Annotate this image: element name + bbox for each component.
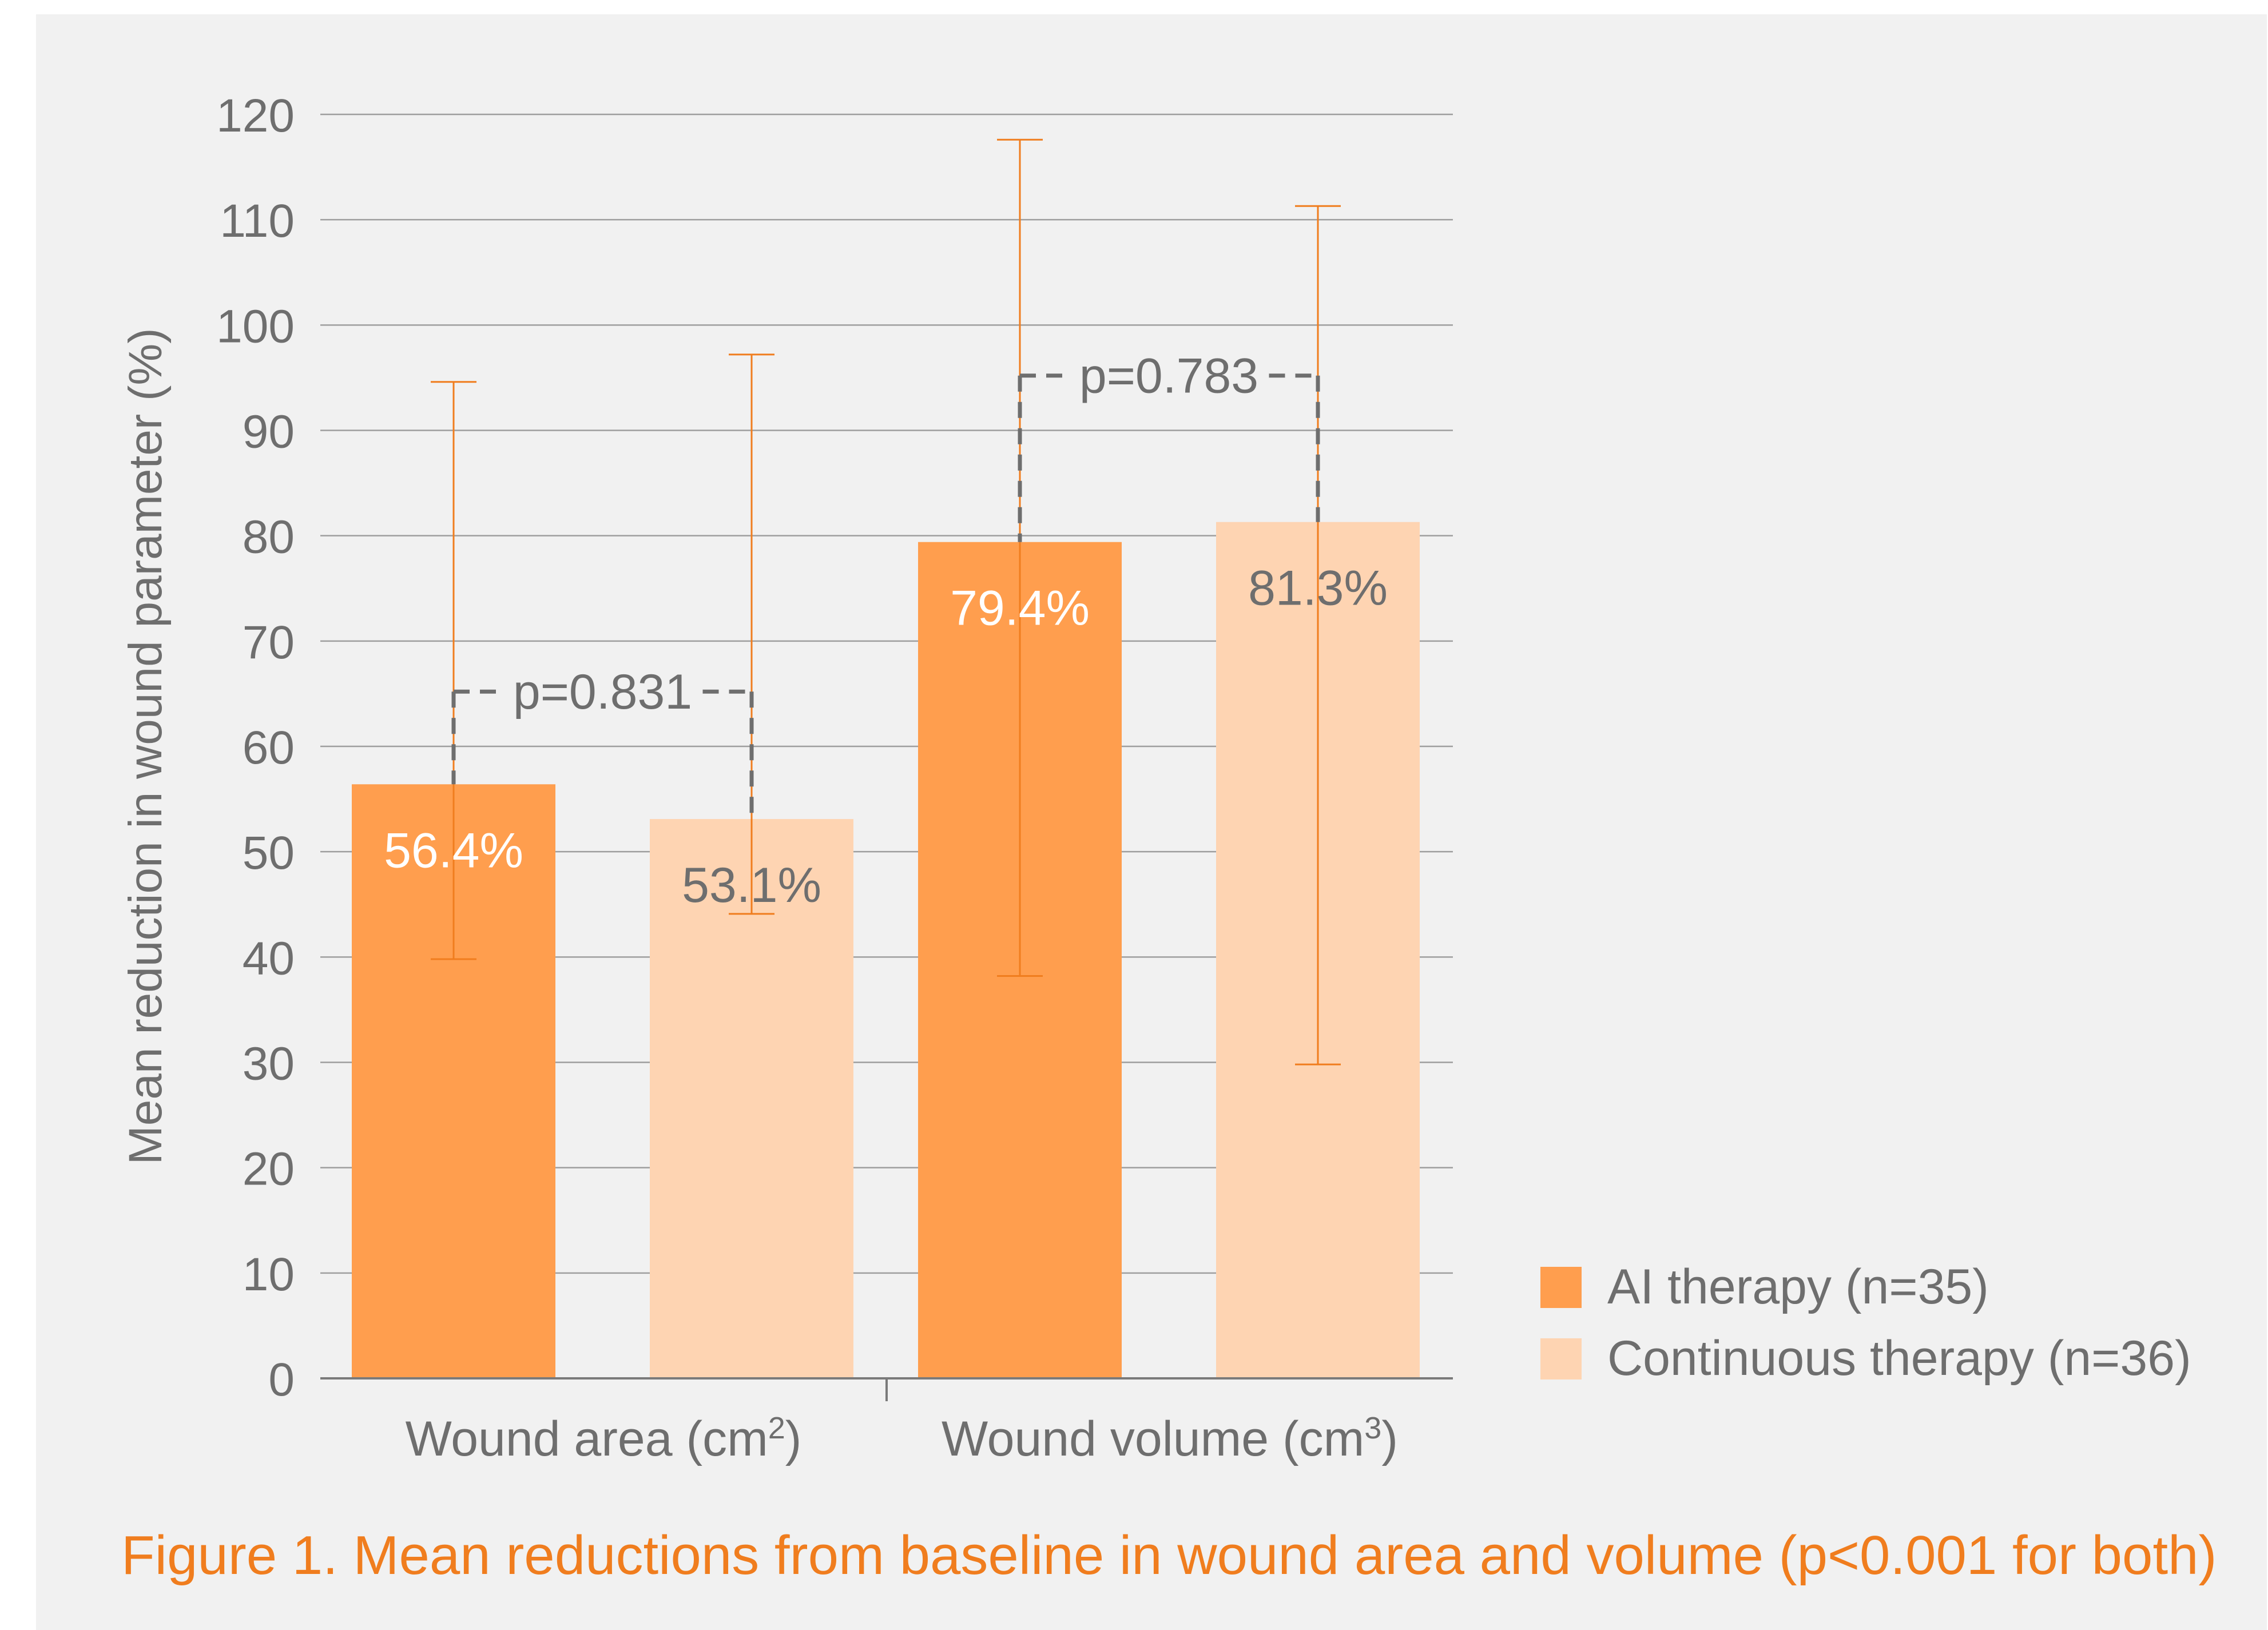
bar-value-label: 79.4%: [950, 581, 1090, 636]
y-tick-label: 50: [243, 827, 295, 879]
legend-label: AI therapy (n=35): [1607, 1259, 1989, 1314]
y-axis-label: Mean reduction in wound parameter (%): [120, 328, 172, 1164]
x-category-label: Wound volume (cm3): [942, 1411, 1398, 1466]
figure-caption: Figure 1. Mean reductions from baseline …: [121, 1525, 2217, 1586]
legend-label: Continuous therapy (n=36): [1607, 1331, 2191, 1386]
y-tick-label: 90: [243, 406, 295, 458]
y-tick-label: 110: [220, 195, 295, 247]
y-tick-label: 0: [268, 1354, 295, 1406]
y-tick-label: 70: [243, 617, 295, 669]
x-category-label: Wound area (cm2): [406, 1411, 802, 1466]
y-tick-label: 60: [243, 722, 295, 774]
y-tick-label: 40: [243, 932, 295, 984]
bar-value-label: 81.3%: [1248, 561, 1388, 616]
bar-value-label: 53.1%: [682, 858, 821, 913]
y-tick-label: 30: [243, 1038, 295, 1090]
p-value-label: p=0.783: [1079, 349, 1258, 404]
p-value-label: p=0.831: [513, 665, 692, 719]
y-tick-label: 120: [216, 90, 295, 142]
y-tick-label: 20: [243, 1143, 295, 1195]
y-tick-label: 80: [243, 511, 295, 563]
bar-value-label: 56.4%: [384, 823, 523, 878]
legend-swatch: [1540, 1338, 1582, 1379]
y-tick-label: 10: [243, 1249, 295, 1301]
y-tick-label: 100: [216, 300, 295, 352]
legend-swatch: [1540, 1267, 1582, 1308]
